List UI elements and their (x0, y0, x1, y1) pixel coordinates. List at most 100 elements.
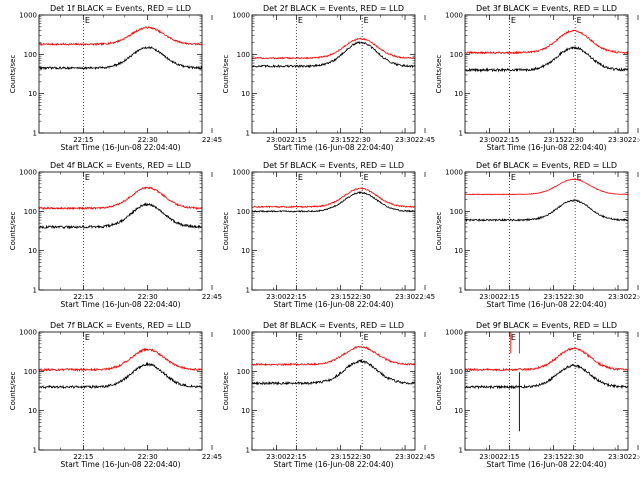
series-line (38, 202, 203, 230)
y-tick-label: 100 (237, 51, 250, 59)
x-tick-label: 23:30 (395, 293, 415, 301)
marker-letter: E (364, 173, 369, 182)
x-tick-label: 22:15 (73, 293, 93, 301)
series-line (39, 186, 202, 211)
x-tick-label: 22:45 (628, 293, 640, 301)
y-tick-label: 100 (450, 368, 463, 376)
y-tick-label: 10 (454, 407, 463, 415)
y-tick-label: 1 (246, 447, 250, 455)
y-axis-label: Counts/sec (435, 212, 443, 251)
marker-letter: E (298, 16, 303, 25)
plot-title: Det 1f BLACK = Events, RED = LLD (50, 4, 191, 13)
plot-title: Det 6f BLACK = Events, RED = LLD (476, 161, 617, 170)
plot-title: Det 4f BLACK = Events, RED = LLD (50, 161, 191, 170)
x-tick-label: 22:30 (351, 453, 371, 461)
plot-title: Det 7f BLACK = Events, RED = LLD (50, 321, 191, 330)
x-tick-label: 23:15 (331, 136, 351, 144)
x-tick-label: 23:30 (395, 453, 415, 461)
plot-panel: Det 3f BLACK = Events, RED = LLD E E 1 10 100… (435, 4, 640, 152)
plot-panel: Det 6f BLACK = Events, RED = LLD E E 1 10 100… (435, 161, 640, 309)
marker-letter: E (511, 173, 516, 182)
x-tick-label: 22:45 (202, 453, 222, 461)
series-line (251, 37, 416, 60)
marker-letter: E (85, 333, 90, 342)
y-tick-label: 100 (237, 208, 250, 216)
marker-letter: E (364, 16, 369, 25)
plot-title: Det 9f BLACK = Events, RED = LLD (476, 321, 617, 330)
plot-title: Det 8f BLACK = Events, RED = LLD (263, 321, 404, 330)
plot-title: Det 2f BLACK = Events, RED = LLD (263, 4, 404, 13)
y-tick-label: 1 (246, 287, 250, 295)
series-line (464, 363, 629, 390)
x-tick-label: 22:15 (499, 136, 519, 144)
axes-frame (464, 14, 629, 134)
y-tick-label: 100 (24, 51, 37, 59)
x-tick-label: 23:00 (479, 136, 499, 144)
axes-frame (464, 171, 629, 291)
x-axis-label: Start Time (16-Jun-08 22:04:40) (274, 300, 394, 309)
y-tick-label: 1000 (19, 329, 37, 337)
y-tick-label: 1 (33, 447, 37, 455)
y-tick-label: 10 (241, 90, 250, 98)
x-tick-label: 23:30 (608, 136, 628, 144)
marker-letter: E (511, 333, 516, 342)
x-tick-label: 23:00 (266, 293, 286, 301)
x-tick-label: 22:30 (564, 136, 584, 144)
y-tick-label: 1000 (232, 329, 250, 337)
series-line (38, 347, 203, 372)
plot-panel: Det 2f BLACK = Events, RED = LLD E E 1 10 100… (222, 4, 628, 152)
x-tick-label: 22:45 (202, 293, 222, 301)
x-tick-label: 23:15 (331, 293, 351, 301)
plot-panel: Det 4f BLACK = Events, RED = LLD E E 1 10 100… (9, 161, 415, 309)
y-tick-label: 1000 (19, 12, 37, 20)
plot-panel: Det 7f BLACK = Events, RED = LLD E E 1 10 100… (9, 321, 415, 469)
axes-frame (251, 171, 416, 291)
series-line (464, 346, 629, 372)
x-tick-label: 22:15 (286, 136, 306, 144)
x-tick-label: 22:30 (138, 293, 158, 301)
x-tick-label: 22:30 (564, 453, 584, 461)
axes-frame (251, 14, 416, 134)
marker-letter: E (577, 333, 582, 342)
x-axis-label: Start Time (16-Jun-08 22:04:40) (487, 300, 607, 309)
y-tick-label: 100 (450, 51, 463, 59)
x-tick-label: 22:15 (499, 293, 519, 301)
axes-frame (251, 331, 416, 451)
series-line (251, 190, 416, 213)
marker-letter: E (364, 333, 369, 342)
x-axis-label: Start Time (16-Jun-08 22:04:40) (61, 300, 181, 309)
y-tick-label: 100 (24, 368, 37, 376)
x-tick-label: 22:45 (415, 453, 435, 461)
y-tick-label: 1 (459, 130, 463, 138)
y-tick-label: 100 (450, 208, 463, 216)
x-tick-label: 22:15 (73, 136, 93, 144)
y-tick-label: 100 (24, 208, 37, 216)
y-tick-label: 1 (33, 287, 37, 295)
x-tick-label: 22:30 (138, 136, 158, 144)
marker-letter: E (298, 173, 303, 182)
y-tick-label: 1 (33, 130, 37, 138)
y-tick-label: 1 (459, 447, 463, 455)
y-tick-label: 100 (237, 368, 250, 376)
x-tick-label: 23:00 (479, 453, 499, 461)
marker-letter: E (577, 173, 582, 182)
y-axis-label: Counts/sec (9, 372, 17, 411)
x-tick-label: 23:00 (479, 293, 499, 301)
x-axis-label: Start Time (16-Jun-08 22:04:40) (274, 143, 394, 152)
axes-frame (38, 171, 203, 291)
x-tick-label: 22:45 (628, 136, 640, 144)
y-axis-label: Counts/sec (9, 55, 17, 94)
plot-panel: Det 9f BLACK = Events, RED = LLD E E 1 10 100… (435, 321, 640, 469)
y-tick-label: 1000 (445, 169, 463, 177)
x-tick-label: 22:30 (138, 453, 158, 461)
y-axis-label: Counts/sec (435, 55, 443, 94)
x-tick-label: 22:45 (415, 293, 435, 301)
series-line (251, 40, 416, 69)
x-tick-label: 22:15 (286, 453, 306, 461)
series-line (251, 187, 416, 209)
series-line (464, 198, 629, 223)
y-tick-label: 10 (454, 247, 463, 255)
marker-letter: E (85, 16, 90, 25)
x-tick-label: 22:30 (564, 293, 584, 301)
x-tick-label: 22:30 (351, 136, 371, 144)
